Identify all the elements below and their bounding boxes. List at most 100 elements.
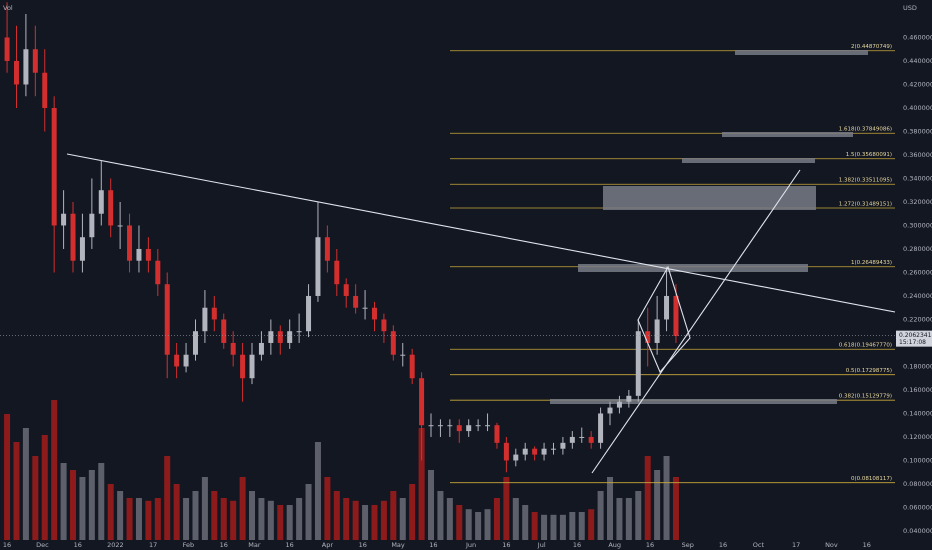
candle-body [268,331,274,343]
volume-bar [286,505,293,540]
volume-bar [201,477,208,540]
candle-body [654,319,660,343]
candle-body [249,354,255,379]
volume-bar [644,456,651,540]
volume-bar [192,491,199,540]
y-tick-label: 0.28000000 [903,245,932,253]
volume-bar [32,456,39,540]
candle-body [456,425,462,432]
volume-bar [88,470,95,540]
volume-bar [522,505,529,540]
volume-bar [154,498,161,540]
candle-body [296,331,302,333]
x-tick-label: 2022 [107,541,124,549]
candle-body [569,436,575,443]
candle-body [588,436,594,443]
volume-bar [475,512,482,540]
candle-body [616,401,622,408]
candle-body [98,190,104,214]
fib-label: 1.618(0.37849086) [839,127,892,133]
candle-body [240,354,246,379]
volume-bar [305,484,312,540]
volume-bar [4,414,11,540]
drawings [66,153,896,474]
fib-label: 1(0.26489433) [851,260,892,266]
volume-bar [578,512,585,540]
candle-body [522,448,528,455]
volume-bar [296,498,303,540]
volume-bar [117,491,124,540]
volume-bar [672,477,679,540]
volume-title: Vol [3,4,13,12]
volume-bar [239,477,246,540]
volume-bar [98,463,105,540]
candle-body [437,425,443,427]
candle-body [42,72,48,108]
volume-bar [512,498,519,540]
fib-label: 0.618(0.19467770) [839,343,892,349]
candle-body [494,425,500,443]
volume-bar [418,428,425,540]
x-tick-label: Sep [682,541,694,549]
volume-bar [173,484,180,540]
volume-bar [531,512,538,540]
x-tick-label: 17 [149,541,157,549]
volume-bar [183,498,190,540]
zone [578,264,808,272]
x-tick-label: 16 [719,541,727,549]
candle-body [513,454,519,461]
fib-label: 1.5(0.35680091) [846,152,892,158]
y-tick-label: 0.38000000 [903,127,932,135]
volume-bar [41,435,48,540]
candle-body [127,225,133,261]
volume-bar [484,509,491,540]
y-tick-label: 0.30000000 [903,221,932,229]
volume-bar [569,512,576,540]
candle-body [362,307,368,309]
x-tick-label: 16 [286,541,294,549]
y-tick-label: 0.46000000 [903,33,932,41]
y-tick-label: 0.18000000 [903,362,932,370]
volume-bar [616,498,623,540]
candle-body [419,378,425,426]
y-tick-label: 0.32000000 [903,198,932,206]
y-tick-label: 0.16000000 [903,386,932,394]
candle-body [230,342,236,355]
y-tick-label: 0.06000000 [903,503,932,511]
volume-bar [220,498,227,540]
x-tick-label: Jun [465,541,476,549]
volume-bar [211,491,218,540]
candle-body [550,448,556,450]
candle-body [626,395,632,402]
candle-body [673,295,679,336]
volume-bar [362,505,369,540]
x-tick-label: Nov [825,541,838,549]
x-tick-label: 16 [3,541,11,549]
volume-bar [164,456,171,540]
x-tick-label: 16 [220,541,228,549]
candle-body [334,260,340,285]
x-tick-label: 16 [646,541,654,549]
candle-body [598,413,604,443]
y-tick-label: 0.44000000 [903,57,932,65]
x-tick-label: Dec [36,541,49,549]
y-tick-label: 0.42000000 [903,80,932,88]
y-tick-label: 0.34000000 [903,174,932,182]
volume-bar [107,484,114,540]
volume-bar [428,470,435,540]
x-tick-label: 17 [792,541,800,549]
candle-body [136,248,142,261]
trend-line [66,153,896,313]
y-tick-label: 0.40000000 [903,104,932,112]
fib-label: 0(0.08108117) [851,476,892,482]
zone [722,132,853,137]
candle-body [4,37,10,61]
candle-body [353,295,359,308]
volume-bar [597,491,604,540]
fib-label: 0.5(0.17298775) [846,368,892,374]
y-tick-label: 0.14000000 [903,409,932,417]
volume-bar [663,456,670,540]
candle-body [635,331,641,396]
